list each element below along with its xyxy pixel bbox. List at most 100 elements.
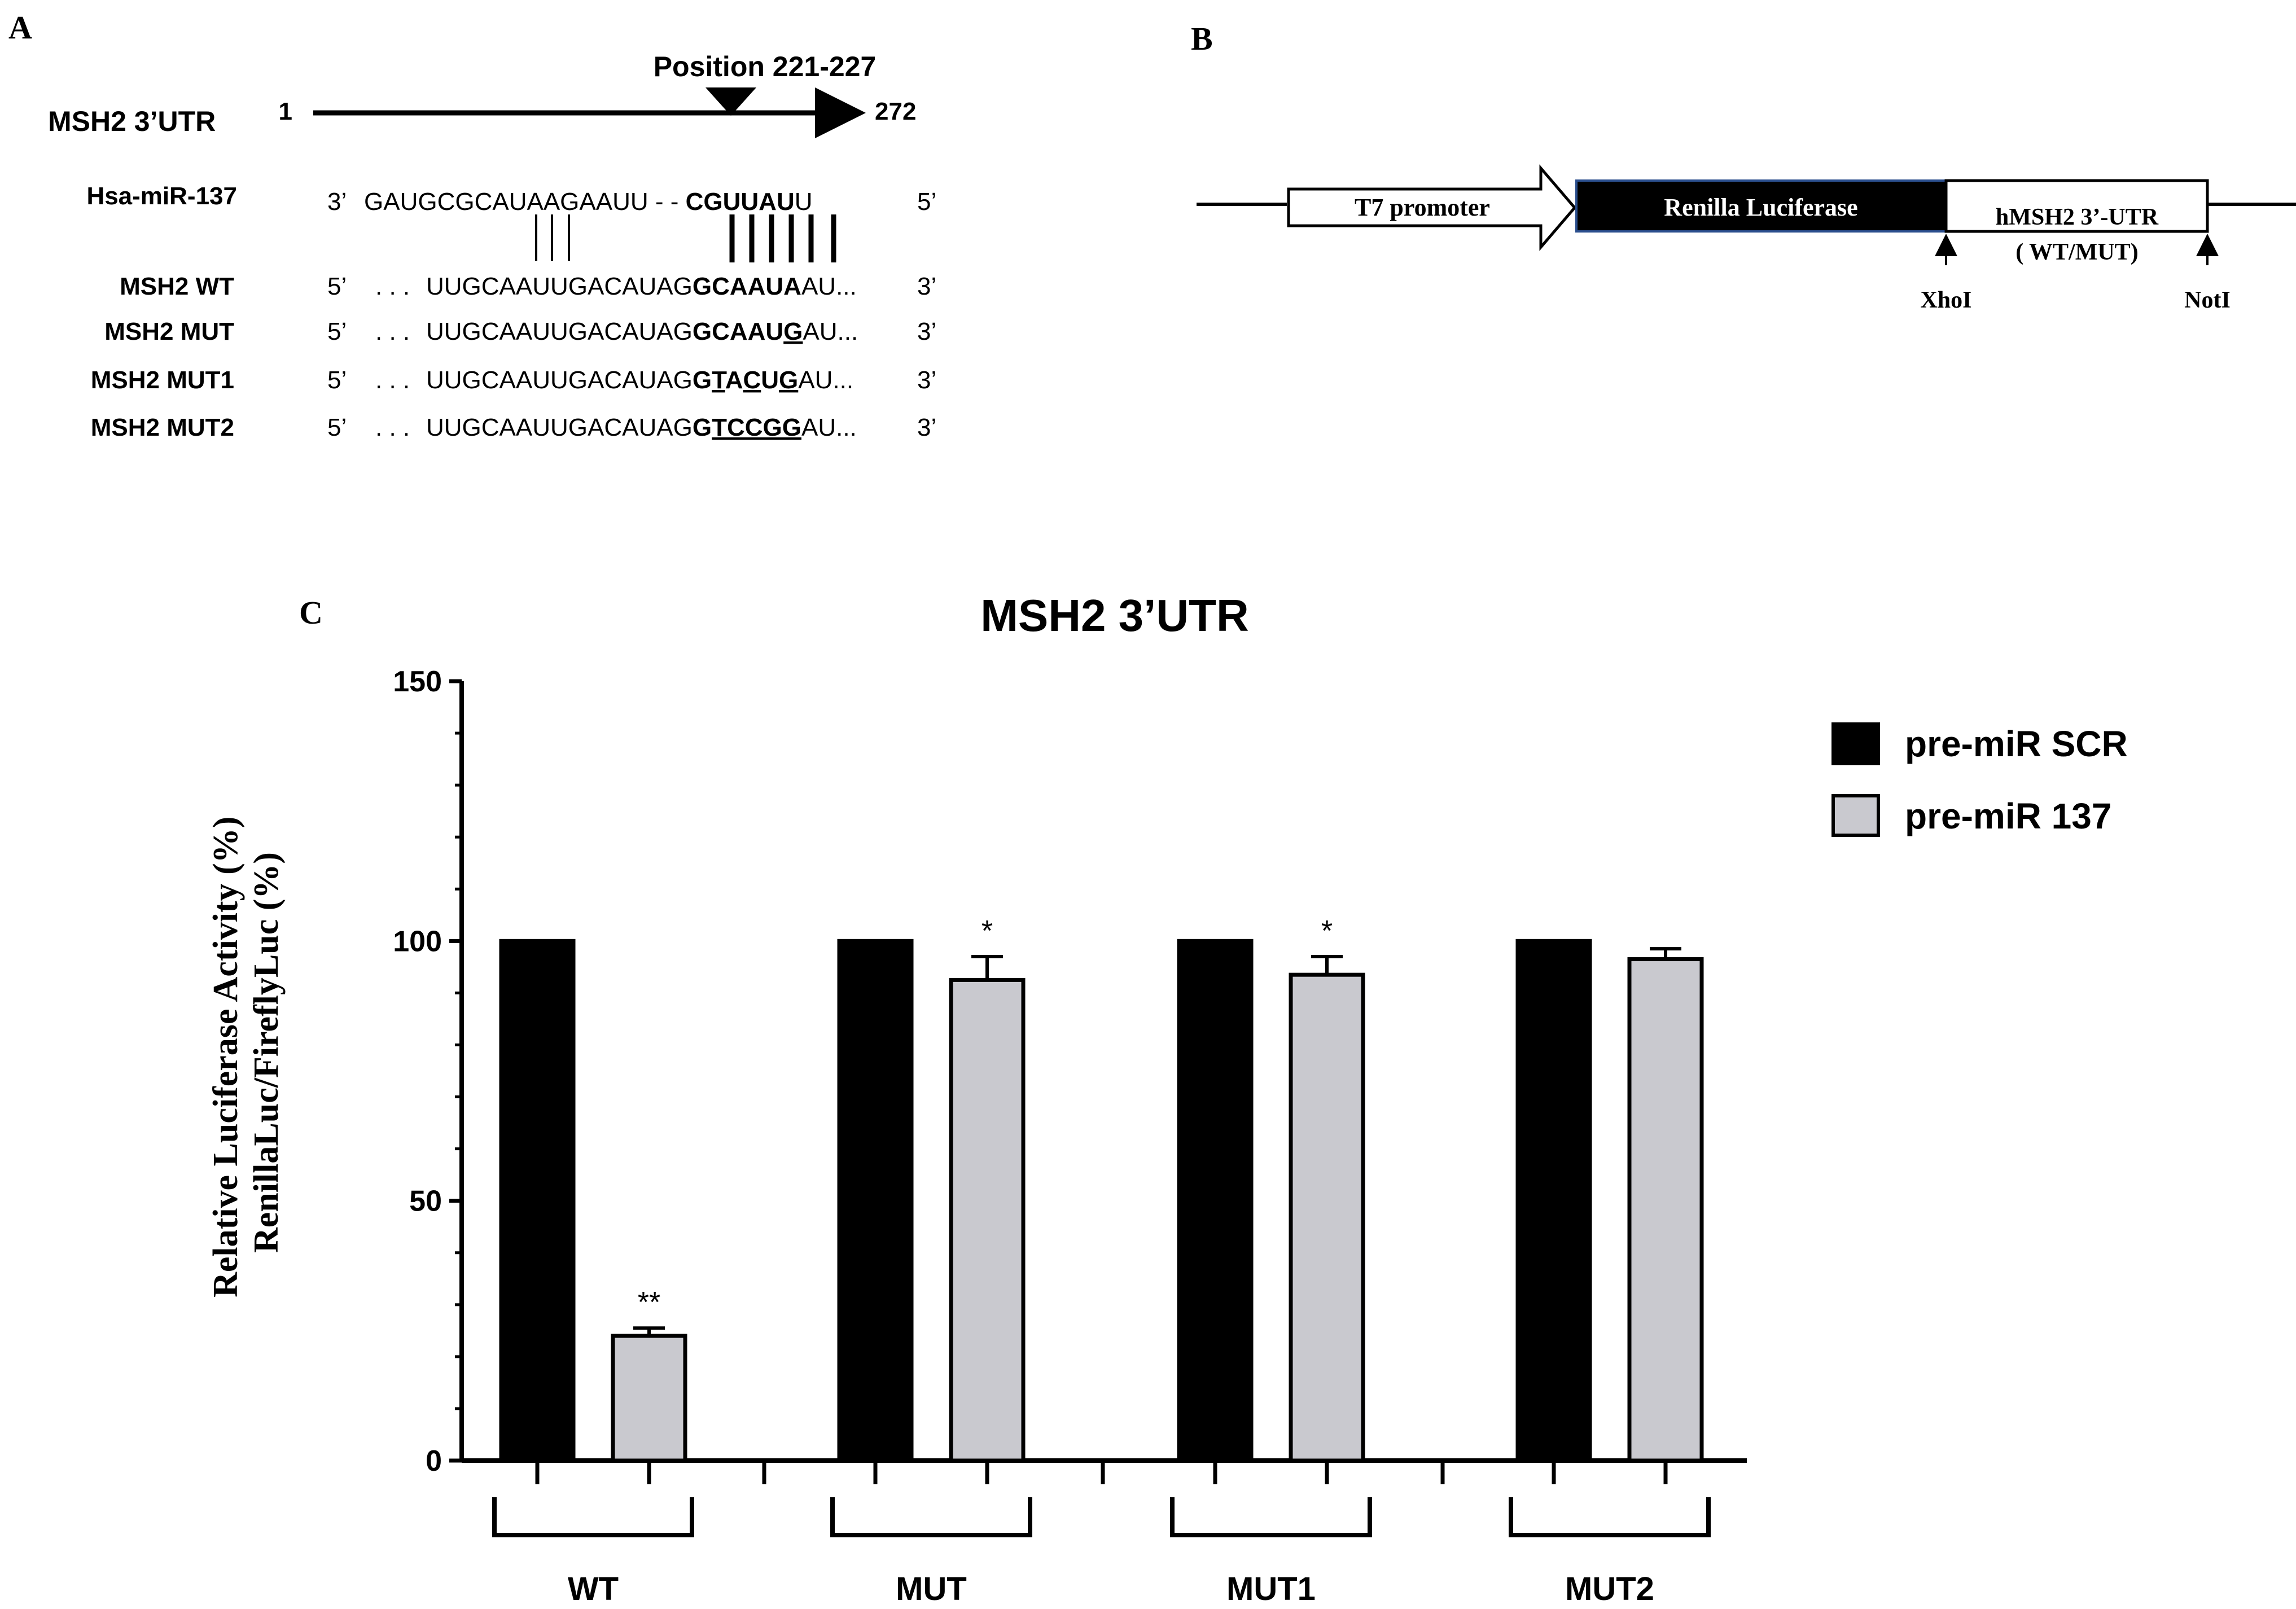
row-3prime-end: 3’ <box>917 366 936 394</box>
noti-label: NotI <box>2184 287 2231 313</box>
row-5prime-end: 5’ <box>327 318 347 345</box>
site-base: A <box>725 366 743 394</box>
y-axis-label-line1: Relative Luciferase Activity (%) <box>207 817 245 1297</box>
panel-c-letter: C <box>299 594 323 631</box>
mirna-5prime-end: 5’ <box>917 188 936 216</box>
mirna-seq-tail: U <box>795 188 813 216</box>
mirna-name: Hsa-miR-137 <box>86 182 237 210</box>
utr-insert-sublabel: ( WT/MUT) <box>2015 239 2138 265</box>
significance-label: * <box>982 915 993 948</box>
row-seq-suffix: AU... <box>798 366 853 394</box>
category-bracket <box>830 1497 1032 1537</box>
site-base: G <box>693 414 712 441</box>
row-seq-prefix: UUGCAAUUGACAUAG <box>426 318 693 345</box>
row-seq-suffix: AU... <box>801 414 857 441</box>
mutated-base: G <box>783 318 803 345</box>
utr-label: MSH2 3’UTR <box>48 106 216 137</box>
legend-swatch-137 <box>1831 794 1880 837</box>
site-base: U <box>761 366 779 394</box>
xhoi-label: XhoI <box>1920 287 1971 313</box>
mirna-seq-plain: GAUGCGCAUAAGAAUU - - <box>364 188 686 216</box>
bar <box>611 1334 687 1463</box>
y-axis-label-line2: RenillaLuc/FireflyLuc (%) <box>247 852 286 1253</box>
bar <box>1627 957 1704 1463</box>
row-sequence: UUGCAAUUGACAUAGGTACUGAU... <box>426 366 853 394</box>
bar <box>1289 972 1365 1463</box>
panel-b-letter: B <box>1191 20 1213 57</box>
legend-label-137: pre-miR 137 <box>1905 796 2111 836</box>
mirna-sequence: GAUGCGCAUAAGAAUU - - CGUUAUU <box>364 188 813 216</box>
site-base: GCAAUA <box>693 273 801 300</box>
row-ellipsis: . . . <box>375 366 410 394</box>
chart-title: MSH2 3’UTR <box>980 590 1249 641</box>
bar <box>499 939 576 1463</box>
legend-swatch-scr <box>1831 722 1880 765</box>
target-sequence-rows: MSH2 WT 5’. . . UUGCAAUUGACAUAGGCAAUAAU...… <box>91 273 937 441</box>
row-sequence: UUGCAAUUGACAUAGGCAAUGAU... <box>426 318 858 345</box>
bar <box>1177 939 1254 1463</box>
category-bracket <box>1170 1497 1372 1537</box>
y-tick-label: 0 <box>426 1445 442 1478</box>
row-ellipsis: . . . <box>375 414 410 441</box>
mutated-base: C <box>743 366 761 394</box>
y-tick-label: 50 <box>409 1185 442 1218</box>
panel-a-letter: A <box>8 9 32 46</box>
row-name: MSH2 MUT2 <box>91 414 234 441</box>
row-3prime-end: 3’ <box>917 273 936 300</box>
legend-label-scr: pre-miR SCR <box>1905 724 2128 764</box>
panel-c: C MSH2 3’UTR Relative Luciferase Activit… <box>207 590 2128 1607</box>
utr-insert-box <box>1944 179 2209 233</box>
mutated-base: T <box>712 366 727 394</box>
utr-end-label: 272 <box>875 98 916 125</box>
mirna-seed-region: CGUUAU <box>686 188 795 216</box>
legend: pre-miR SCR pre-miR 137 <box>1831 722 2128 837</box>
y-tick-label: 150 <box>393 665 442 698</box>
significance-label: ** <box>638 1286 660 1319</box>
utr-insert-label: hMSH2 3’-UTR <box>1996 204 2159 230</box>
target-position-label: Position 221-227 <box>654 51 877 82</box>
y-tick-label: 100 <box>393 925 442 958</box>
category-label: MUT <box>896 1571 967 1607</box>
bar <box>837 939 914 1463</box>
y-axis-label: Relative Luciferase Activity (%) Renilla… <box>207 808 286 1297</box>
renilla-luciferase-box <box>1575 179 1947 233</box>
significance-label: * <box>1321 915 1333 948</box>
row-sequence: UUGCAAUUGACAUAGGTCCGGAU... <box>426 414 857 441</box>
row-seq-prefix: UUGCAAUUGACAUAG <box>426 273 693 300</box>
row-ellipsis: . . . <box>375 273 410 300</box>
row-name: MSH2 MUT1 <box>91 366 234 394</box>
bar-plot-area: 0 50 100 150 ** WT * MUT * MUT1 MUT2 <box>393 665 1747 1607</box>
row-seq-suffix: AU... <box>801 273 857 300</box>
row-sequence: UUGCAAUUGACAUAGGCAAUAAU... <box>426 273 857 300</box>
panel-a: A Position 221-227 MSH2 3’UTR 1 272 Hsa-… <box>8 9 936 441</box>
category-bracket <box>492 1497 694 1537</box>
row-5prime-end: 5’ <box>327 414 347 441</box>
target-site-marker <box>706 87 756 116</box>
row-name: MSH2 MUT <box>104 318 234 345</box>
row-seq-suffix: AU... <box>803 318 858 345</box>
mutated-base: G <box>779 366 798 394</box>
panel-b: B T7 promoter Renilla Luciferase hMSH2 3… <box>1191 20 2296 313</box>
row-name: MSH2 WT <box>120 273 234 300</box>
utr-start-label: 1 <box>279 98 292 125</box>
pairing-lines <box>535 214 836 262</box>
t7-promoter-label: T7 promoter <box>1355 194 1490 221</box>
mutated-base: TCCGG <box>712 414 801 441</box>
bar <box>949 977 1026 1463</box>
mirna-3prime-end: 3’ <box>327 188 347 216</box>
row-seq-prefix: UUGCAAUUGACAUAG <box>426 414 693 441</box>
row-5prime-end: 5’ <box>327 366 347 394</box>
row-3prime-end: 3’ <box>917 414 936 441</box>
bar <box>1515 939 1592 1463</box>
category-label: MUT1 <box>1226 1571 1316 1607</box>
site-base: G <box>693 366 712 394</box>
renilla-luciferase-label: Renilla Luciferase <box>1664 194 1857 221</box>
category-label: MUT2 <box>1565 1571 1654 1607</box>
row-3prime-end: 3’ <box>917 318 936 345</box>
site-base: GCAAU <box>693 318 783 345</box>
category-label: WT <box>568 1571 619 1607</box>
row-ellipsis: . . . <box>375 318 410 345</box>
row-seq-prefix: UUGCAAUUGACAUAG <box>426 366 693 394</box>
t7-promoter-arrow <box>1287 164 1577 251</box>
